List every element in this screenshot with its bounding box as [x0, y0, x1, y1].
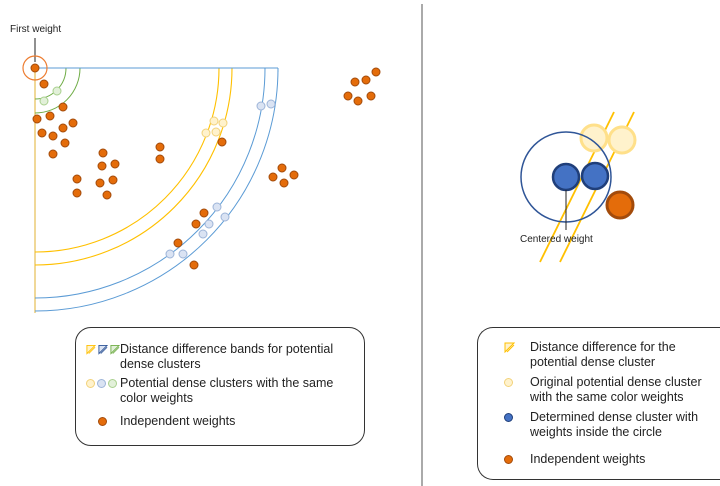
band-icons — [86, 344, 120, 355]
legend-original-text: Original potential dense cluster with th… — [530, 375, 702, 404]
legend-band-right-text: Distance difference for the potential de… — [530, 340, 676, 369]
pale-blue-cluster — [165, 99, 276, 259]
legend-row-clusters: Potential dense clusters with the same c… — [86, 376, 356, 406]
legend-determined-text: Determined dense cluster with weights in… — [530, 410, 699, 439]
band-green-icon — [110, 344, 120, 355]
pale-yellow-dot-icon-right — [504, 378, 513, 387]
band-yellow-icon — [86, 344, 96, 355]
independent-dot-icon-wrap — [86, 417, 120, 426]
band-icon-right-wrap — [504, 342, 530, 353]
pale-yellow-dot-icon — [86, 379, 95, 388]
legend-clusters-text: Potential dense clusters with the same c… — [120, 376, 334, 405]
pale-green-cluster — [39, 86, 62, 106]
legend-row-band-right: Distance difference for the potential de… — [504, 340, 719, 370]
band-blue-icon — [98, 344, 108, 355]
legend-row-independent-right: Independent weights — [504, 452, 719, 467]
first-weight-label: First weight — [10, 24, 62, 35]
orange-dot-icon-right — [504, 455, 513, 464]
left-legend: Distance difference bands for potential … — [75, 327, 365, 446]
centered-weight-label: Centered weight — [520, 234, 593, 245]
legend-bands-text: Distance difference bands for potential … — [120, 342, 334, 371]
determined-cluster-right — [551, 161, 610, 192]
pale-blue-dot-icon — [97, 379, 106, 388]
first-weight-dot — [30, 63, 40, 73]
orange-dot-icon — [98, 417, 107, 426]
pale-green-dot-icon — [108, 379, 117, 388]
original-dot-icon-wrap — [504, 378, 530, 387]
legend-row-original-right: Original potential dense cluster with th… — [504, 375, 719, 405]
blue-distance-bands — [34, 67, 279, 312]
legend-row-bands: Distance difference bands for potential … — [86, 342, 356, 372]
legend-independent-text: Independent weights — [120, 414, 236, 428]
independent-weight-right — [605, 190, 635, 220]
independent-weights-left — [32, 67, 381, 270]
first-weight-ring — [22, 55, 48, 81]
legend-row-determined: Determined dense cluster with weights in… — [504, 410, 719, 440]
cluster-dot-icons — [86, 379, 120, 388]
pale-yellow-cluster — [201, 116, 228, 138]
blue-dot-icon — [504, 413, 513, 422]
legend-independent-right-text: Independent weights — [530, 452, 646, 466]
legend-row-independent: Independent weights — [86, 414, 356, 429]
original-cluster-right — [579, 123, 637, 155]
band-yellow-icon-right — [504, 342, 515, 353]
independent-dot-icon-right-wrap — [504, 455, 530, 464]
right-legend: Distance difference for the potential de… — [477, 327, 720, 480]
determined-dot-icon-wrap — [504, 413, 530, 422]
